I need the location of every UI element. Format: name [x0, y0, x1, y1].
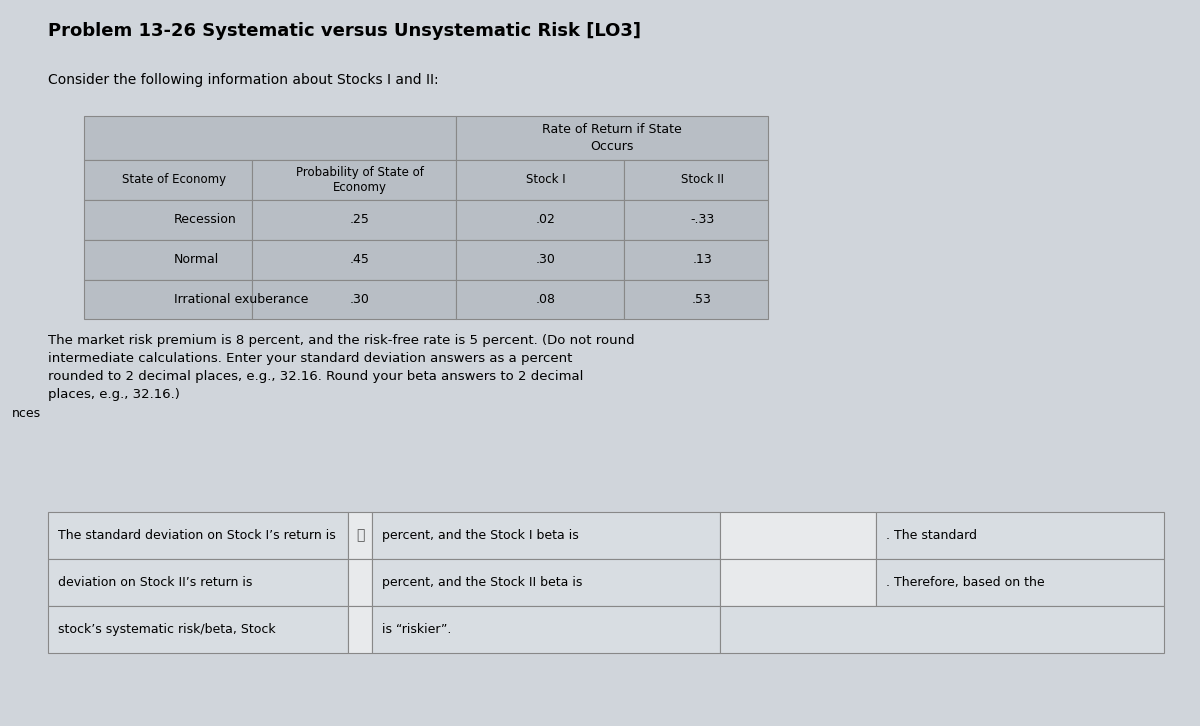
Text: State of Economy: State of Economy	[122, 174, 226, 186]
Bar	[348, 512, 372, 559]
Bar	[48, 512, 348, 559]
Text: .25: .25	[350, 213, 370, 226]
Text: .08: .08	[536, 293, 556, 306]
Text: Normal: Normal	[174, 253, 220, 266]
Bar	[348, 606, 372, 653]
Text: Irrational exuberance: Irrational exuberance	[174, 293, 308, 306]
Bar	[876, 512, 1164, 559]
Text: -.33: -.33	[690, 213, 714, 226]
Text: .02: .02	[536, 213, 556, 226]
Text: ⌖: ⌖	[356, 529, 364, 542]
Text: . Therefore, based on the: . Therefore, based on the	[886, 576, 1044, 589]
Bar	[456, 200, 624, 240]
Bar	[252, 280, 456, 319]
Bar	[720, 512, 876, 559]
Text: The standard deviation on Stock I’s return is: The standard deviation on Stock I’s retu…	[58, 529, 335, 542]
Bar	[84, 280, 252, 319]
Bar	[84, 240, 252, 280]
Bar	[624, 160, 768, 200]
Bar	[456, 240, 624, 280]
Bar	[624, 240, 768, 280]
Text: nces: nces	[12, 407, 41, 420]
Text: .53: .53	[692, 293, 712, 306]
Bar	[48, 559, 348, 606]
Bar	[720, 606, 1164, 653]
Text: percent, and the Stock II beta is: percent, and the Stock II beta is	[382, 576, 582, 589]
Text: .45: .45	[350, 253, 370, 266]
Bar	[876, 559, 1164, 606]
Bar	[456, 160, 624, 200]
Bar	[48, 606, 348, 653]
Bar	[720, 559, 876, 606]
Text: .30: .30	[350, 293, 370, 306]
Bar	[624, 280, 768, 319]
Text: . The standard: . The standard	[886, 529, 977, 542]
Bar	[456, 280, 624, 319]
Text: percent, and the Stock I beta is: percent, and the Stock I beta is	[382, 529, 578, 542]
Text: Problem 13-26 Systematic versus Unsystematic Risk [LO3]: Problem 13-26 Systematic versus Unsystem…	[48, 22, 641, 40]
Text: The market risk premium is 8 percent, and the risk-free rate is 5 percent. (Do n: The market risk premium is 8 percent, an…	[48, 334, 635, 401]
Text: Consider the following information about Stocks I and II:: Consider the following information about…	[48, 73, 439, 86]
Text: deviation on Stock II’s return is: deviation on Stock II’s return is	[58, 576, 252, 589]
Bar	[84, 116, 456, 160]
Bar	[372, 606, 720, 653]
Bar	[252, 160, 456, 200]
Bar	[372, 559, 720, 606]
Bar	[252, 240, 456, 280]
Text: .30: .30	[536, 253, 556, 266]
Text: stock’s systematic risk/beta, Stock: stock’s systematic risk/beta, Stock	[58, 624, 275, 636]
Text: Rate of Return if State
Occurs: Rate of Return if State Occurs	[542, 123, 682, 153]
Text: Probability of State of
Economy: Probability of State of Economy	[296, 166, 424, 194]
Text: Stock II: Stock II	[680, 174, 724, 186]
Text: .13: .13	[692, 253, 712, 266]
Text: is “riskier”.: is “riskier”.	[382, 624, 451, 636]
Bar	[84, 160, 252, 200]
Bar	[252, 200, 456, 240]
Bar	[456, 116, 768, 160]
Text: Stock I: Stock I	[526, 174, 566, 186]
Bar	[84, 200, 252, 240]
Bar	[348, 559, 372, 606]
Bar	[624, 200, 768, 240]
Text: Recession: Recession	[174, 213, 236, 226]
Bar	[372, 512, 720, 559]
